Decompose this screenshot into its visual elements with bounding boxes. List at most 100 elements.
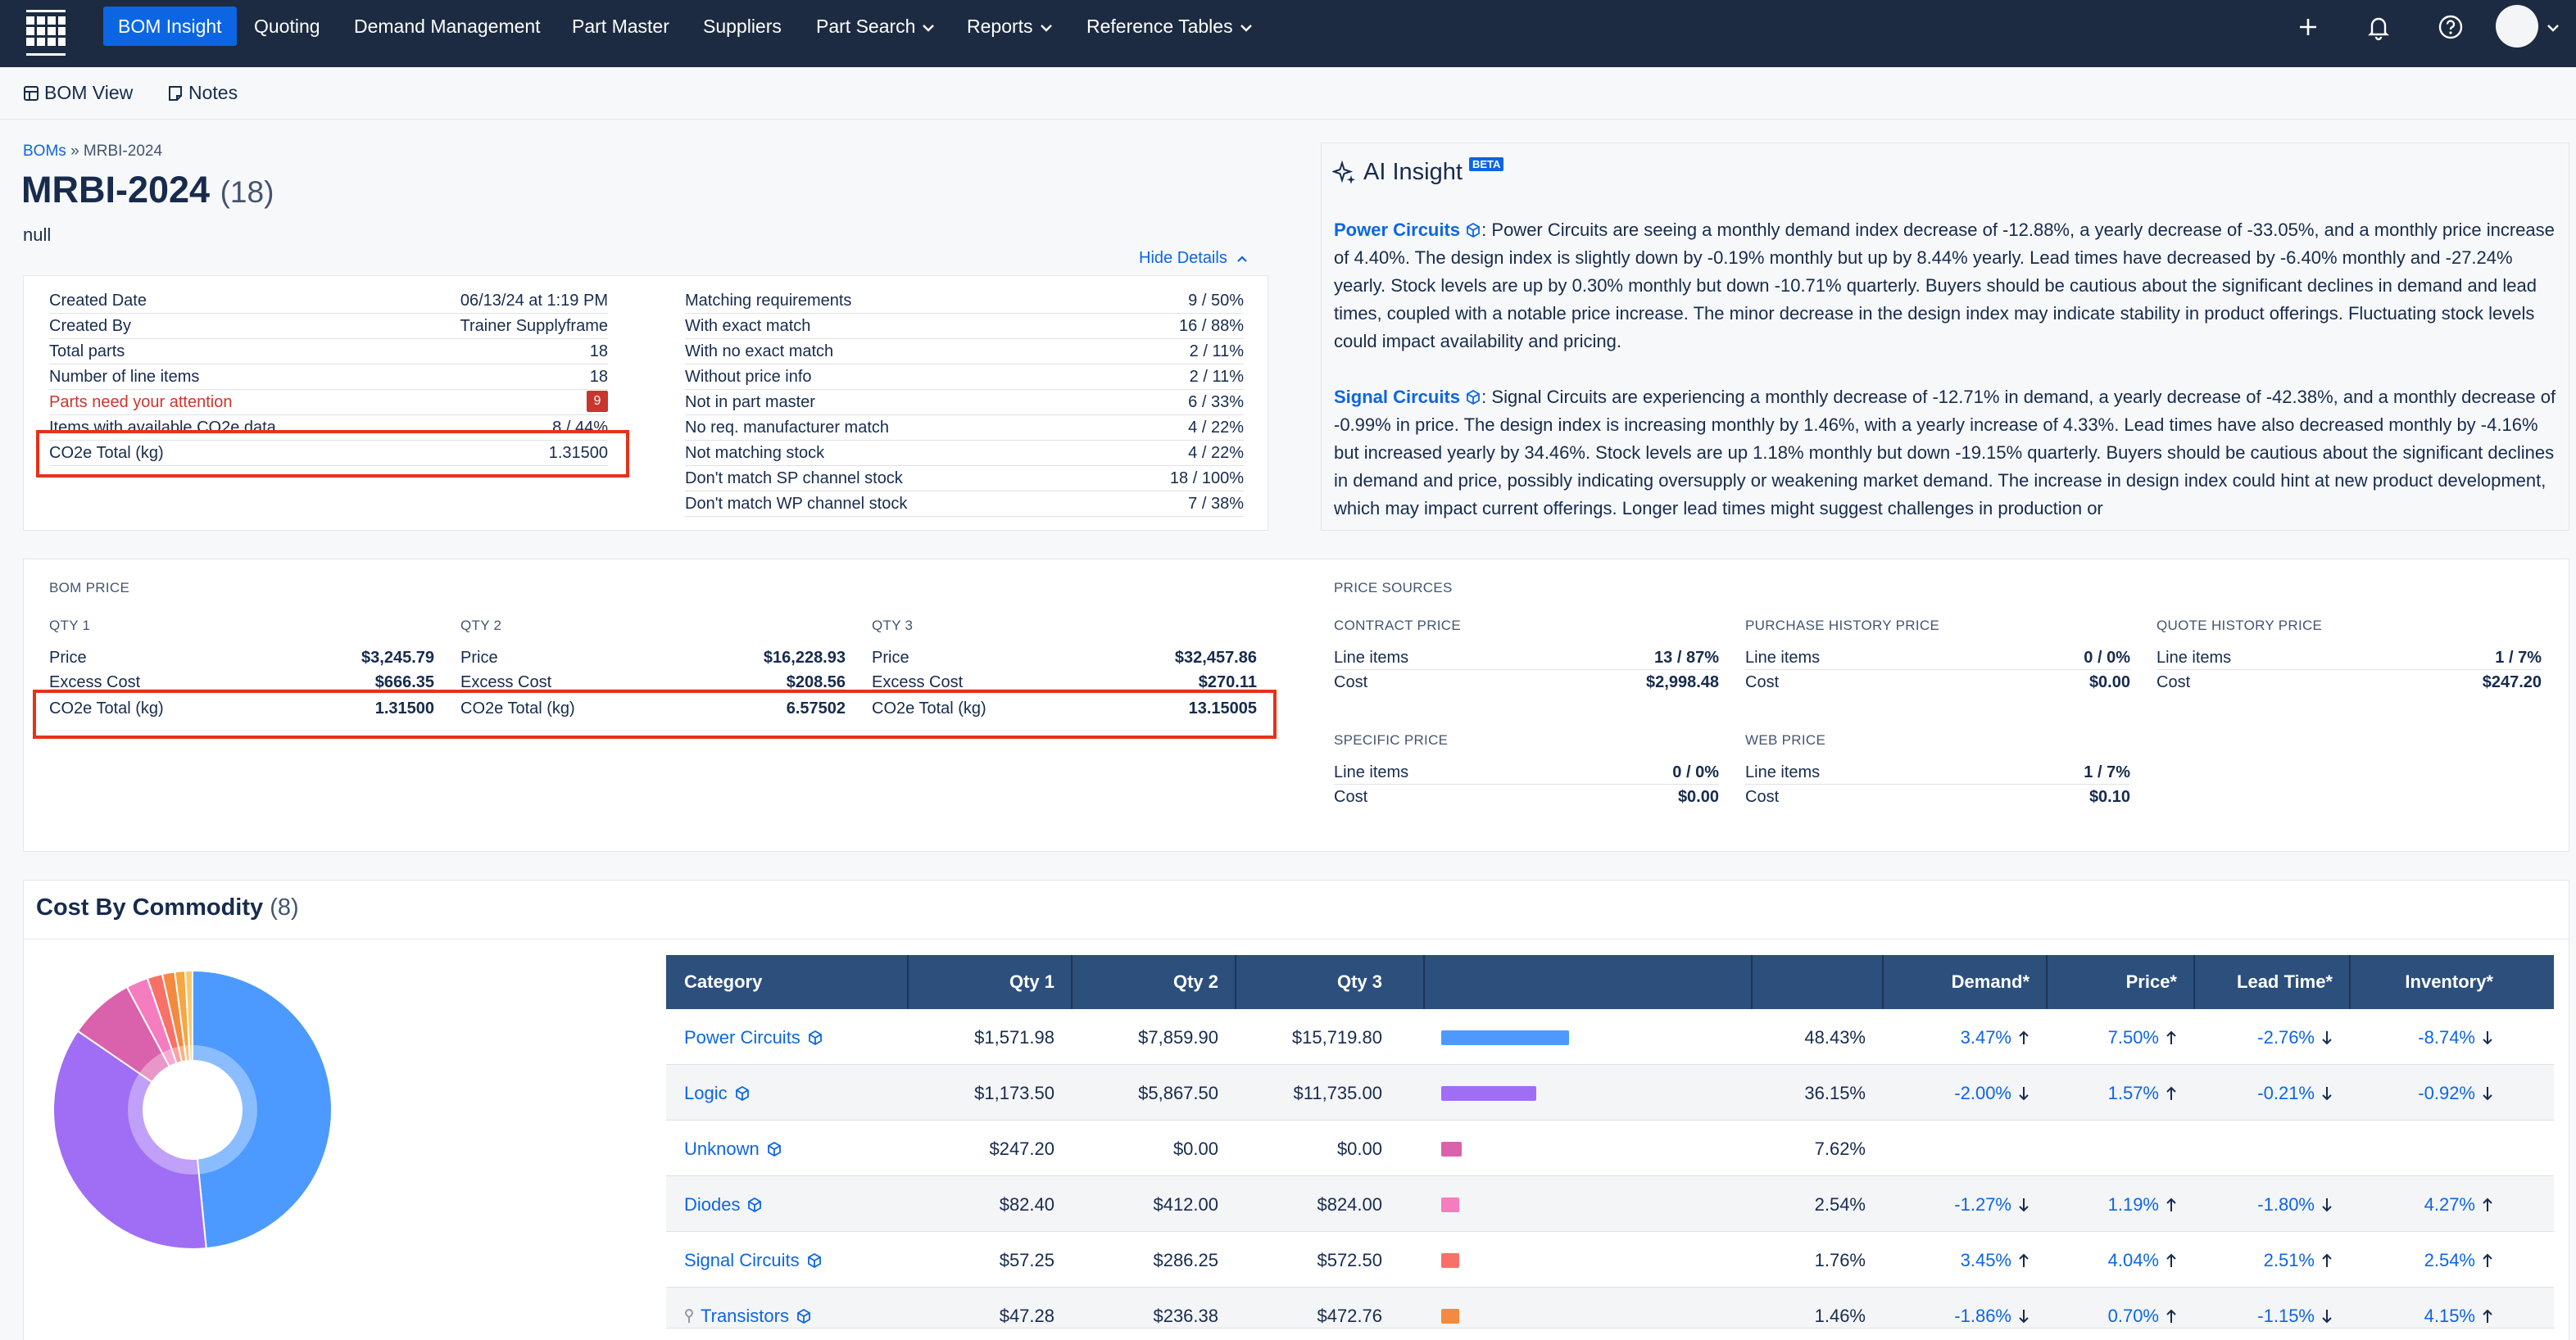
donut-inner-ring <box>128 1045 257 1175</box>
category-link[interactable]: Signal Circuits <box>684 1250 823 1271</box>
avatar[interactable] <box>2496 5 2538 48</box>
column-divider <box>1423 955 1425 1009</box>
category-name[interactable]: Unknown <box>684 1139 760 1159</box>
attention-badge[interactable]: 9 <box>587 391 608 412</box>
header-category[interactable]: Category <box>684 971 763 992</box>
hide-details-toggle[interactable]: Hide Details <box>1139 249 1248 268</box>
category-link[interactable]: Logic <box>684 1083 751 1104</box>
nav-reference-tables[interactable]: Reference Tables <box>1072 7 1268 46</box>
source-row-label: Line items <box>1745 649 1821 667</box>
excess-row: Excess Cost $666.35 <box>49 670 434 690</box>
nav-demand-management[interactable]: Demand Management <box>354 16 541 37</box>
price-label: Excess Cost <box>872 673 964 690</box>
donut-slice[interactable] <box>192 969 333 1250</box>
donut-slice[interactable] <box>52 1030 207 1250</box>
nav-quoting[interactable]: Quoting <box>254 16 320 37</box>
table-row[interactable]: Power Circuits $1,571.98 $7,859.90 $15,719.… <box>666 1009 2554 1065</box>
bell-icon[interactable] <box>2363 11 2394 43</box>
category-name[interactable]: Power Circuits <box>684 1027 800 1048</box>
price-value: 1.31500 <box>374 699 434 718</box>
table-row[interactable]: Diodes $82.40 $412.00 $824.00 2.54% -1.27% 1.1… <box>666 1176 2554 1232</box>
header-demand[interactable]: Demand* <box>1951 971 2030 992</box>
source-row-value: 13 / 87% <box>1654 649 1719 667</box>
price-label: CO2e Total (kg) <box>49 699 164 718</box>
detail-label: Number of line items <box>49 368 200 386</box>
nav-reports[interactable]: Reports <box>952 7 1068 46</box>
category-link[interactable]: Power Circuits <box>684 1027 823 1048</box>
detail-value: 2 / 11% <box>1189 342 1244 360</box>
detail-label: Created Date <box>49 292 147 310</box>
co2-row: CO2e Total (kg) 6.57502 <box>460 696 846 721</box>
category-name[interactable]: Transistors <box>701 1306 789 1326</box>
price-source-label: WEB PRICE <box>1745 732 1826 748</box>
table-row[interactable]: Logic $1,173.50 $5,867.50 $11,735.00 36.15% -… <box>666 1065 2554 1120</box>
category-name[interactable]: Logic <box>684 1083 728 1103</box>
source-row-value: 1 / 7% <box>2495 649 2542 667</box>
bom-details-panel <box>23 275 1268 531</box>
detail-row: Don't match SP channel stock 18 / 100% <box>685 466 1244 491</box>
arrow-down-icon <box>2322 1087 2332 1101</box>
price-trend: 1.57% <box>2046 1083 2177 1104</box>
qty-label: QTY 3 <box>872 618 914 633</box>
detail-value: 9 <box>587 391 608 412</box>
notes-button[interactable]: Notes <box>167 82 238 104</box>
sparkle-icon <box>1332 161 1355 184</box>
price-value: $32,457.86 <box>1174 649 1257 667</box>
chevron-down-icon <box>923 25 935 32</box>
trend-value: -2.76% <box>2257 1027 2315 1048</box>
detail-row: Created Date 06/13/24 at 1:19 PM <box>49 288 608 314</box>
source-row-label: Line items <box>2156 649 2232 667</box>
qty-cell: $286.25 <box>1153 1250 1218 1270</box>
category-link[interactable]: Unknown <box>684 1139 782 1160</box>
table-row[interactable]: Signal Circuits $57.25 $286.25 $572.50 1.76%… <box>666 1232 2554 1288</box>
nav-suppliers[interactable]: Suppliers <box>703 16 782 37</box>
co2-row: CO2e Total (kg) 1.31500 <box>49 696 434 721</box>
detail-value: 1.31500 <box>548 444 608 462</box>
arrow-up-icon <box>2019 1030 2029 1044</box>
qty-cell: $1,173.50 <box>974 1083 1054 1103</box>
category-name[interactable]: Diodes <box>684 1194 741 1215</box>
nav-bom-insight[interactable]: BOM Insight <box>103 7 237 46</box>
price-value: $666.35 <box>374 673 434 690</box>
plus-icon[interactable] <box>2293 11 2324 43</box>
breadcrumb: BOMs » MRBI-2024 <box>23 143 162 161</box>
lead-trend: -1.15% <box>2193 1306 2333 1327</box>
donut-slice[interactable] <box>184 969 193 1062</box>
lead-trend: 2.51% <box>2193 1250 2333 1271</box>
note-icon <box>169 86 182 101</box>
nav-part-search[interactable]: Part Search <box>801 7 950 46</box>
qty-cell: $57.25 <box>999 1250 1054 1270</box>
line-items-row: Line items 1 / 7% <box>1745 760 2130 785</box>
breadcrumb-boms-link[interactable]: BOMs <box>23 143 66 160</box>
header-qty1[interactable]: Qty 1 <box>1009 971 1054 992</box>
arrow-down-icon <box>2483 1087 2492 1101</box>
signal-circuits-link[interactable]: Signal Circuits <box>1334 387 1461 407</box>
header-qty3[interactable]: Qty 3 <box>1336 971 1382 992</box>
category-name[interactable]: Signal Circuits <box>684 1250 800 1270</box>
header-inventory[interactable]: Inventory* <box>2405 971 2493 992</box>
category-link[interactable]: Transistors <box>684 1306 812 1327</box>
detail-label: Don't match WP channel stock <box>685 495 908 513</box>
price-label: CO2e Total (kg) <box>872 699 986 718</box>
help-icon[interactable] <box>2435 11 2466 43</box>
detail-label: Parts need your attention <box>49 393 233 411</box>
table-row[interactable]: Transistors $47.28 $236.38 $472.76 1.46% -1.8… <box>666 1288 2554 1329</box>
arrow-up-icon <box>2166 1253 2176 1267</box>
header-price[interactable]: Price* <box>2125 971 2177 992</box>
inv-trend: 4.27% <box>2349 1194 2493 1216</box>
chevron-down-icon[interactable] <box>2547 23 2560 33</box>
bom-view-button[interactable]: BOM View <box>23 82 133 104</box>
detail-row: Not matching stock 4 / 22% <box>685 441 1244 466</box>
nav-part-master[interactable]: Part Master <box>572 16 669 37</box>
app-switcher-icon[interactable] <box>25 7 67 59</box>
share-bar <box>1441 1309 1459 1324</box>
table-row[interactable]: Unknown $247.20 $0.00 $0.00 7.62% <box>666 1120 2554 1176</box>
power-circuits-link[interactable]: Power Circuits <box>1334 220 1461 240</box>
share-percent: 48.43% <box>1804 1027 1866 1048</box>
header-qty2[interactable]: Qty 2 <box>1172 971 1218 992</box>
bom-price-label: BOM PRICE <box>49 580 130 595</box>
share-bar <box>1441 1142 1462 1157</box>
qty-cell: $824.00 <box>1317 1194 1382 1215</box>
header-lead-time[interactable]: Lead Time* <box>2237 971 2333 992</box>
category-link[interactable]: Diodes <box>684 1194 763 1216</box>
